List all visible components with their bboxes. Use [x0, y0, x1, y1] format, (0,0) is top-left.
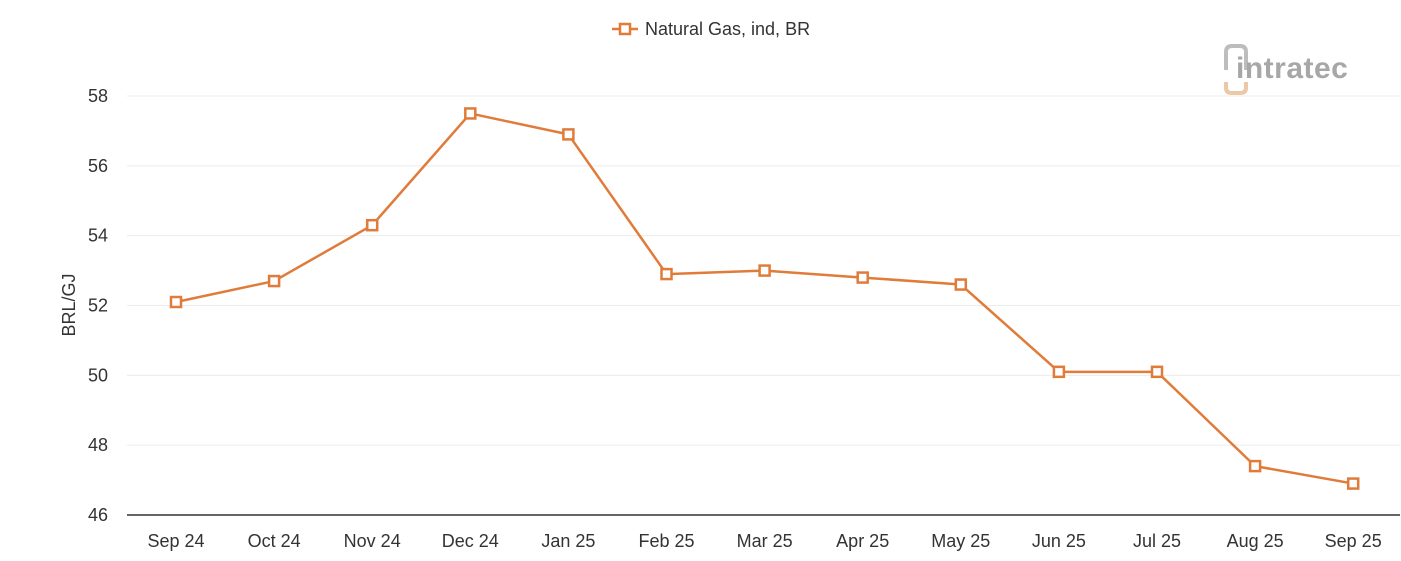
data-point[interactable]: [954, 278, 968, 291]
series-layer: [169, 107, 1360, 490]
data-point[interactable]: [267, 274, 281, 288]
x-tick-label: Mar 25: [737, 531, 793, 551]
y-tick-label: 58: [88, 86, 108, 106]
data-point[interactable]: [1248, 459, 1262, 473]
data-point[interactable]: [660, 267, 673, 281]
legend-square-marker: [618, 22, 632, 36]
legend-label: Natural Gas, ind, BR: [645, 19, 810, 39]
x-tick-label: Jan 25: [541, 531, 595, 551]
legend[interactable]: Natural Gas, ind, BR: [612, 19, 810, 39]
x-tick-label: Oct 24: [248, 531, 301, 551]
y-axis-label: BRL/GJ: [59, 273, 79, 336]
data-point[interactable]: [1346, 477, 1360, 490]
x-tick-label: Jul 25: [1133, 531, 1181, 551]
x-tick-label: Aug 25: [1227, 531, 1284, 551]
y-tick-label: 52: [88, 296, 108, 316]
y-tick-label: 50: [88, 365, 108, 385]
intratec-logo-icon: intratec: [1224, 44, 1348, 95]
grid-lines: [127, 95, 1400, 446]
x-tick-label: Feb 25: [638, 531, 694, 551]
x-tick-label: Sep 25: [1325, 531, 1382, 551]
y-tick-label: 56: [88, 156, 108, 176]
y-axis-ticks: 46 48 50 52 54 56 58: [88, 86, 108, 525]
data-point[interactable]: [758, 264, 771, 277]
x-axis-ticks: Sep 24 Oct 24 Nov 24 Dec 24 Jan 25 Feb 25 Mar …: [147, 531, 1381, 551]
data-point[interactable]: [856, 271, 869, 284]
x-tick-label: Nov 24: [344, 531, 401, 551]
data-point[interactable]: [169, 295, 183, 309]
data-point[interactable]: [562, 128, 575, 141]
series-line: [175, 112, 1354, 485]
y-tick-label: 46: [88, 505, 108, 525]
data-point[interactable]: [1052, 365, 1066, 379]
data-point[interactable]: [464, 107, 477, 120]
data-point[interactable]: [1150, 365, 1164, 379]
x-tick-label: Dec 24: [442, 531, 499, 551]
y-tick-label: 54: [88, 226, 108, 246]
x-tick-label: May 25: [931, 531, 990, 551]
brand-name: intratec: [1236, 52, 1348, 85]
x-tick-label: Apr 25: [836, 531, 889, 551]
x-tick-label: Sep 24: [147, 531, 204, 551]
data-point[interactable]: [365, 218, 379, 232]
y-tick-label: 48: [88, 435, 108, 455]
x-tick-label: Jun 25: [1032, 531, 1086, 551]
